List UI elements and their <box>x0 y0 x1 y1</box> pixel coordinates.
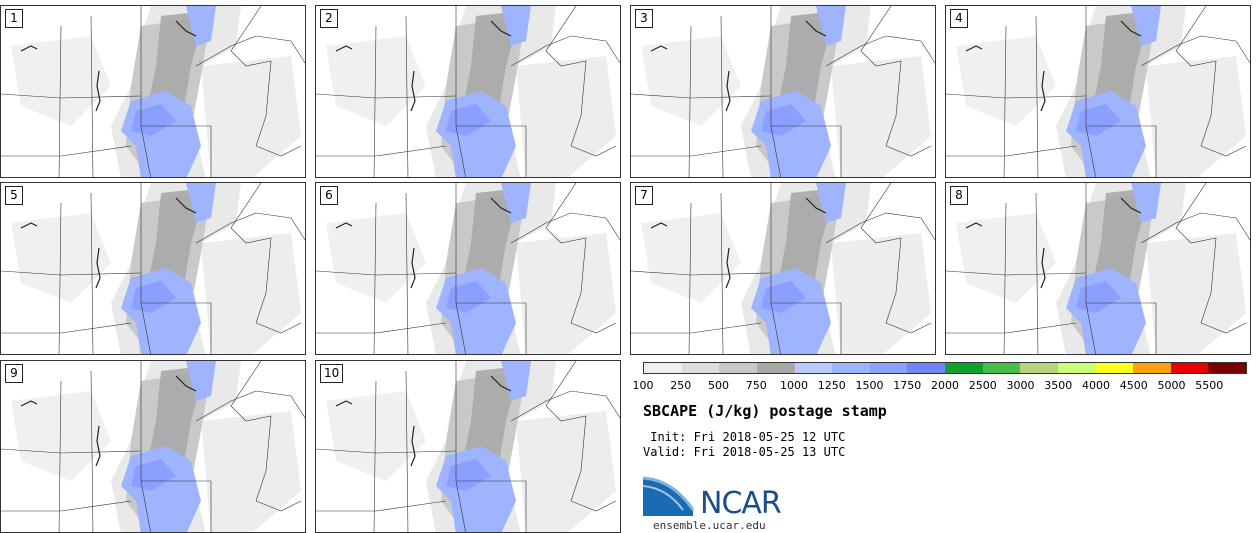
colorbar-tick-label: 2500 <box>968 379 997 392</box>
colorbar-segment <box>719 363 757 373</box>
colorbar-segment <box>1170 363 1209 373</box>
ncar-logo-icon <box>643 476 695 516</box>
colorbar-segment <box>644 363 682 373</box>
stamp-panel-6: 6 <box>315 182 621 355</box>
colorbar-segment <box>1133 363 1171 373</box>
panel-number: 3 <box>635 9 653 28</box>
colorbar-tick-label: 1500 <box>855 379 884 392</box>
panel-number: 8 <box>950 186 968 205</box>
panel-number: 9 <box>5 364 23 383</box>
colorbar-tick-label: 1250 <box>817 379 846 392</box>
colorbar-segment <box>1208 363 1246 373</box>
colorbar-tick-label: 4500 <box>1119 379 1148 392</box>
colorbar-tick-labels: 100 250 500 750 1000 1250 1500 1750 2000 2500 3000… <box>633 379 1253 393</box>
panel-number: 6 <box>320 186 338 205</box>
stamp-panel-4: 4 <box>945 5 1251 178</box>
stamp-panel-2: 2 <box>315 5 621 178</box>
colorbar-segment <box>1057 363 1096 373</box>
panel-number: 10 <box>320 364 344 383</box>
panel-number: 1 <box>5 9 23 28</box>
panel-number: 5 <box>5 186 23 205</box>
colorbar-tick-label: 4000 <box>1082 379 1110 392</box>
stamp-panel-10: 10 <box>315 360 621 533</box>
colorbar-segment <box>756 363 795 373</box>
stamp-panel-7: 7 <box>630 182 936 355</box>
colorbar-segment <box>869 363 908 373</box>
cape-map <box>316 361 620 532</box>
valid-time: Valid: Fri 2018-05-25 13 UTC <box>643 445 846 459</box>
colorbar-tick-label: 3000 <box>1006 379 1035 392</box>
logo-url: ensemble.ucar.edu <box>653 519 766 532</box>
colorbar-tick-label: 100 <box>632 379 654 392</box>
cape-map <box>316 6 620 177</box>
colorbar-segment <box>1095 363 1134 373</box>
stamp-panel-8: 8 <box>945 182 1251 355</box>
colorbar-segment <box>794 363 833 373</box>
cape-map <box>946 183 1250 354</box>
cape-map <box>1 361 305 532</box>
stamp-panel-5: 5 <box>0 182 306 355</box>
page-title: SBCAPE (J/kg) postage stamp <box>643 402 887 420</box>
cape-map <box>946 6 1250 177</box>
panel-number: 2 <box>320 9 338 28</box>
colorbar-segment <box>1020 363 1058 373</box>
stamp-panel-1: 1 <box>0 5 306 178</box>
colorbar-segment <box>907 363 945 373</box>
panel-number: 7 <box>635 186 653 205</box>
colorbar-tick-label: 5500 <box>1195 379 1224 392</box>
colorbar-tick-label: 1750 <box>893 379 922 392</box>
colorbar-tick-label: 2000 <box>931 379 959 392</box>
colorbar <box>643 362 1247 374</box>
colorbar-tick-label: 3500 <box>1044 379 1073 392</box>
cape-map <box>1 6 305 177</box>
colorbar-segment <box>982 363 1021 373</box>
colorbar-tick-label: 1000 <box>780 379 808 392</box>
cape-map <box>631 183 935 354</box>
init-time: Init: Fri 2018-05-25 12 UTC <box>643 430 846 444</box>
colorbar-segment <box>945 363 983 373</box>
stamp-panel-3: 3 <box>630 5 936 178</box>
cape-map <box>631 6 935 177</box>
ncar-logo-text: NCAR <box>700 486 782 521</box>
panel-number: 4 <box>950 9 968 28</box>
colorbar-tick-label: 250 <box>670 379 692 392</box>
cape-map <box>316 183 620 354</box>
colorbar-segment <box>681 363 720 373</box>
stamp-panel-9: 9 <box>0 360 306 533</box>
colorbar-tick-label: 5000 <box>1157 379 1186 392</box>
colorbar-tick-label: 500 <box>708 379 729 392</box>
colorbar-segment <box>832 363 870 373</box>
cape-map <box>1 183 305 354</box>
colorbar-tick-label: 750 <box>745 379 767 392</box>
